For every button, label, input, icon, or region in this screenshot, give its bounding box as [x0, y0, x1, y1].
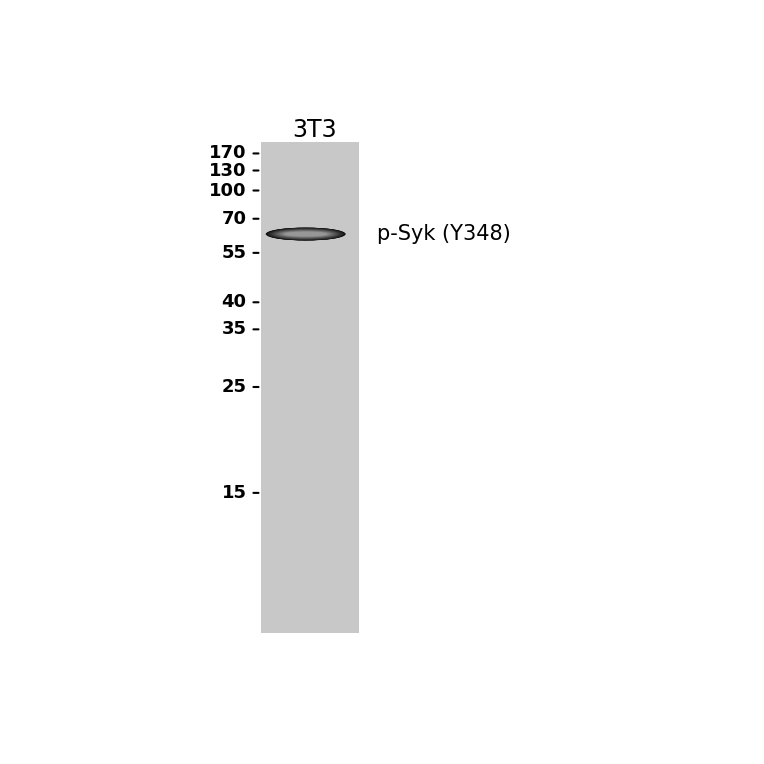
Ellipse shape — [283, 231, 328, 236]
Ellipse shape — [285, 232, 327, 236]
Ellipse shape — [280, 231, 332, 238]
Ellipse shape — [267, 228, 344, 240]
Text: p-Syk (Y348): p-Syk (Y348) — [377, 224, 510, 244]
Text: 15: 15 — [222, 484, 247, 502]
Ellipse shape — [268, 228, 343, 240]
Ellipse shape — [283, 231, 329, 237]
Ellipse shape — [275, 230, 336, 238]
Ellipse shape — [280, 231, 331, 238]
Ellipse shape — [279, 231, 332, 238]
Ellipse shape — [273, 229, 338, 239]
Ellipse shape — [267, 228, 344, 240]
Text: 170: 170 — [209, 144, 247, 163]
Ellipse shape — [281, 231, 330, 237]
Ellipse shape — [274, 229, 338, 239]
Ellipse shape — [277, 230, 335, 238]
Ellipse shape — [279, 231, 332, 238]
FancyBboxPatch shape — [261, 141, 359, 633]
Ellipse shape — [275, 230, 337, 238]
Ellipse shape — [280, 231, 331, 237]
Text: 70: 70 — [222, 210, 247, 228]
Ellipse shape — [277, 230, 334, 238]
Ellipse shape — [271, 229, 340, 239]
Text: 100: 100 — [209, 182, 247, 199]
Ellipse shape — [269, 228, 342, 240]
Ellipse shape — [277, 230, 335, 238]
Ellipse shape — [285, 232, 326, 236]
Text: 130: 130 — [209, 161, 247, 180]
Ellipse shape — [278, 230, 334, 238]
Ellipse shape — [272, 229, 339, 239]
Text: 25: 25 — [222, 378, 247, 396]
Ellipse shape — [266, 228, 345, 241]
Ellipse shape — [274, 229, 337, 238]
Ellipse shape — [276, 230, 335, 238]
Ellipse shape — [278, 231, 333, 238]
Ellipse shape — [269, 228, 343, 240]
Ellipse shape — [282, 231, 329, 237]
Ellipse shape — [272, 229, 340, 239]
Ellipse shape — [270, 228, 342, 240]
Ellipse shape — [274, 229, 338, 238]
Ellipse shape — [283, 231, 329, 237]
Ellipse shape — [266, 228, 345, 241]
Ellipse shape — [270, 228, 341, 239]
Text: 3T3: 3T3 — [293, 118, 337, 142]
Text: 40: 40 — [222, 293, 247, 311]
Ellipse shape — [284, 231, 327, 236]
Text: 55: 55 — [222, 244, 247, 262]
Text: 35: 35 — [222, 320, 247, 338]
Ellipse shape — [267, 228, 345, 241]
Ellipse shape — [282, 231, 330, 237]
Ellipse shape — [270, 228, 342, 239]
